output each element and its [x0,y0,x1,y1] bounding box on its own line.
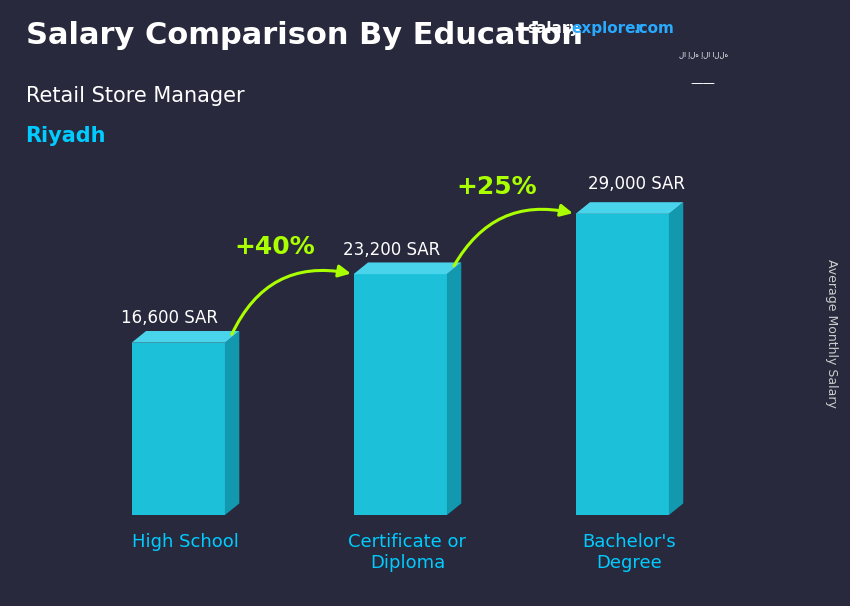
Text: +25%: +25% [456,175,536,199]
Polygon shape [132,331,240,342]
Text: High School: High School [132,533,239,551]
Polygon shape [669,202,683,515]
Polygon shape [575,214,669,515]
Text: .com: .com [633,21,674,36]
Polygon shape [354,274,447,515]
Text: explorer: explorer [571,21,643,36]
Polygon shape [575,202,683,214]
Text: Certificate or
Diploma: Certificate or Diploma [348,533,467,572]
Text: ——: —— [691,77,716,90]
Text: +40%: +40% [234,235,314,259]
FancyArrowPatch shape [232,266,348,335]
FancyArrowPatch shape [454,205,570,266]
Text: salary: salary [527,21,580,36]
Text: Retail Store Manager: Retail Store Manager [26,86,244,106]
Polygon shape [225,331,240,515]
Text: 16,600 SAR: 16,600 SAR [121,310,218,327]
Text: Bachelor's
Degree: Bachelor's Degree [582,533,677,572]
Text: Riyadh: Riyadh [26,126,106,146]
Text: Salary Comparison By Education: Salary Comparison By Education [26,21,582,50]
Text: Average Monthly Salary: Average Monthly Salary [824,259,838,408]
Polygon shape [354,262,462,274]
Text: لا إله إلا الله: لا إله إلا الله [679,51,728,58]
Text: 29,000 SAR: 29,000 SAR [587,175,684,193]
Polygon shape [132,342,225,515]
Text: 23,200 SAR: 23,200 SAR [343,241,440,259]
Polygon shape [447,262,462,515]
